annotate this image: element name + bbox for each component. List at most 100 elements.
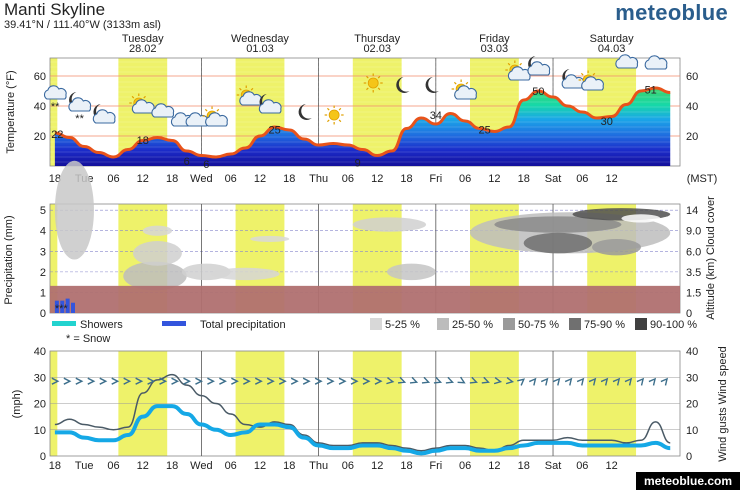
arrow-chevron xyxy=(278,377,287,385)
precip-ytick-left: 1 xyxy=(40,287,46,299)
time-tick-label: Thu xyxy=(309,460,328,472)
temp-ytick-right: 40 xyxy=(686,101,698,113)
legend-swatch-cloud xyxy=(503,318,515,330)
legend-label-snow: * = Snow xyxy=(66,333,110,345)
day-date: 01.03 xyxy=(246,43,274,55)
cloud-ytick-right: 6.0 xyxy=(686,246,701,258)
day-name: Wednesday xyxy=(231,33,289,45)
temp-data-label: 22 xyxy=(51,129,63,141)
arrow-chevron xyxy=(505,377,515,385)
wind-direction-arrow xyxy=(243,377,251,385)
legend-label-cloud: 75-90 % xyxy=(584,319,625,331)
precip-ytick-left: 5 xyxy=(40,205,46,217)
precipitation-bar xyxy=(54,300,59,313)
cloud-axis-label: Altitude (km) Cloud cover xyxy=(705,196,717,320)
sun-cloud-icon xyxy=(202,106,228,127)
arrow-chevron xyxy=(397,376,407,384)
time-tick-label: Wed xyxy=(190,460,212,472)
wind-direction-arrow xyxy=(111,377,120,385)
arrow-chevron xyxy=(266,377,275,385)
wind-ytick-right: 40 xyxy=(686,346,698,358)
sun-ray xyxy=(519,62,522,66)
time-tick-label: 18 xyxy=(518,460,530,472)
wind-direction-arrow xyxy=(457,376,466,384)
precip-ytick-left: 2 xyxy=(40,267,46,279)
cloud-cover-blob xyxy=(133,241,182,266)
arrow-chevron xyxy=(290,377,299,385)
moon-shape xyxy=(298,104,312,120)
day-date: 02.03 xyxy=(363,43,391,55)
arrow-chevron xyxy=(159,377,168,385)
cloud-ytick-right: 0 xyxy=(686,308,692,320)
time-tick-label: Fri xyxy=(429,173,442,185)
arrow-chevron xyxy=(111,377,120,385)
cloud-shape xyxy=(507,66,531,81)
moon-icon xyxy=(396,77,410,93)
sun-ray xyxy=(143,95,146,99)
arrow-chevron xyxy=(528,377,537,386)
sun-icon xyxy=(363,73,383,93)
wind-direction-arrow xyxy=(612,377,621,386)
wind-direction-arrow xyxy=(493,377,503,385)
arrow-chevron xyxy=(421,376,431,384)
location-title: Manti Skyline xyxy=(4,0,106,19)
wind-ytick-left: 0 xyxy=(40,451,46,463)
sun-ray xyxy=(338,119,342,123)
time-tick-label: 06 xyxy=(225,460,237,472)
wind-direction-arrow xyxy=(517,378,526,386)
wind-axis-label-right: Wind gusts Wind speed xyxy=(717,346,729,462)
legend-swatch-cloud xyxy=(370,318,382,330)
time-tick-label: Thu xyxy=(309,173,328,185)
sun-ray xyxy=(366,87,369,91)
cloud-cover-blob xyxy=(352,217,427,232)
day-name: Friday xyxy=(479,33,510,45)
wind-ytick-right: 20 xyxy=(686,399,698,411)
time-tick-label: 12 xyxy=(254,460,266,472)
temp-data-label: 25 xyxy=(479,125,491,137)
arrow-chevron xyxy=(51,377,60,385)
brand-logo[interactable]: meteoblue xyxy=(615,0,728,25)
arrow-chevron xyxy=(469,376,478,384)
sun-disk xyxy=(328,109,340,121)
snow-flakes: ** xyxy=(75,113,84,125)
moon-shape xyxy=(425,77,439,93)
wind-direction-arrow xyxy=(123,377,132,385)
arrow-chevron xyxy=(648,377,657,386)
time-tick-label: 06 xyxy=(342,173,354,185)
wind-direction-arrow xyxy=(183,377,192,385)
sun-ray xyxy=(366,75,369,79)
wind-direction-arrow xyxy=(624,377,633,386)
temp-ytick-left: 60 xyxy=(34,71,46,83)
wind-direction-arrow xyxy=(648,377,657,386)
wind-ytick-left: 20 xyxy=(34,399,46,411)
time-tick-label: Sat xyxy=(545,460,562,472)
time-tick-label: 18 xyxy=(400,460,412,472)
arrow-chevron xyxy=(660,377,669,386)
arrow-chevron xyxy=(75,377,84,385)
wind-direction-arrow xyxy=(326,377,335,385)
snow-marker: *** xyxy=(55,303,69,315)
wind-direction-arrow xyxy=(338,377,347,385)
wind-direction-arrow xyxy=(350,377,359,385)
arrow-chevron xyxy=(302,377,311,385)
arrow-chevron xyxy=(254,377,263,385)
arrow-chevron xyxy=(374,377,383,385)
time-tick-label: 18 xyxy=(283,460,295,472)
wind-direction-arrow xyxy=(254,377,263,385)
precipitation-bar xyxy=(71,302,75,313)
temp-ytick-left: 20 xyxy=(34,131,46,143)
cloud-shape xyxy=(43,85,67,100)
wind-direction-arrow xyxy=(99,377,108,385)
wind-direction-arrow xyxy=(302,377,311,385)
precipitation-bar xyxy=(60,300,65,313)
arrow-chevron xyxy=(600,377,609,386)
cloud-shape xyxy=(151,103,175,118)
time-tick-label: 12 xyxy=(488,460,500,472)
wind-direction-arrow xyxy=(600,377,609,386)
precipitation-bar xyxy=(65,298,70,313)
footer-link[interactable]: meteoblue.com xyxy=(636,472,740,490)
arrow-chevron xyxy=(326,377,335,385)
time-tick-label: 06 xyxy=(107,460,119,472)
arrow-chevron xyxy=(409,376,419,384)
